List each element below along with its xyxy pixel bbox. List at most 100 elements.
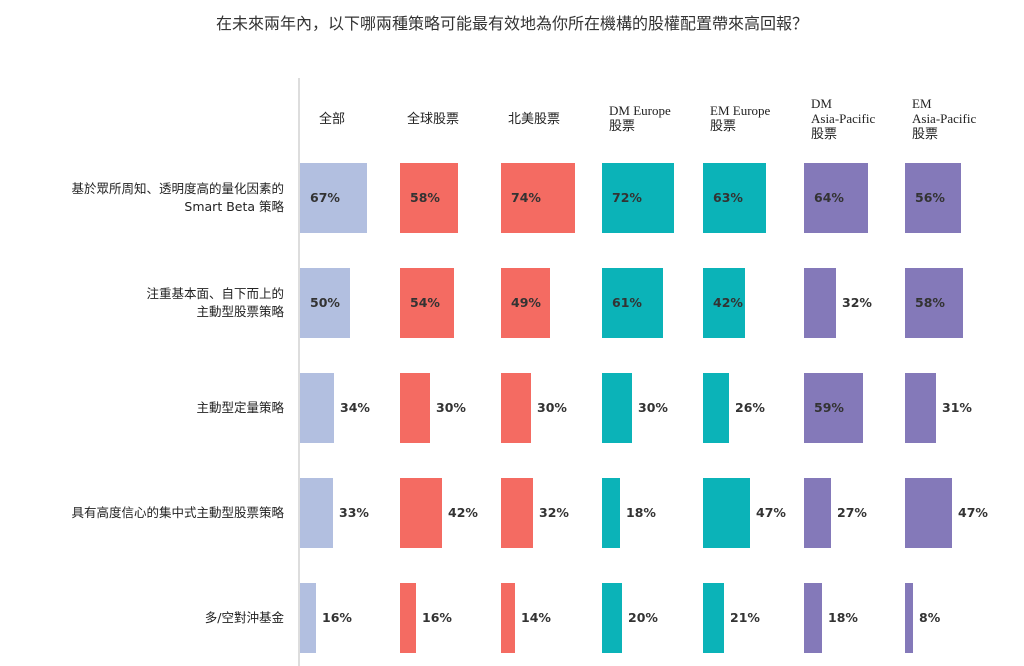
data-label: 61% (612, 295, 642, 310)
column-header-line: 北美股票 (508, 110, 561, 126)
data-label: 59% (814, 400, 844, 415)
column-header-line: 股票 (811, 125, 838, 141)
bar (602, 478, 620, 548)
data-label: 16% (422, 610, 452, 625)
bar (804, 268, 836, 338)
data-label: 47% (958, 505, 988, 520)
column-header: EM Europe 股票 (710, 88, 770, 148)
bar (602, 583, 622, 653)
data-label: 18% (626, 505, 656, 520)
bar (703, 268, 745, 338)
bar (400, 163, 458, 233)
column-header-line: EM (912, 95, 932, 111)
bar (905, 583, 913, 653)
column-header: 全部 (319, 88, 345, 148)
data-label: 14% (521, 610, 551, 625)
data-label: 32% (539, 505, 569, 520)
bar (501, 478, 533, 548)
column-header: EM Asia-Pacific 股票 (912, 88, 976, 148)
data-label: 54% (410, 295, 440, 310)
bar (703, 373, 729, 443)
data-label: 67% (310, 190, 340, 205)
data-label: 32% (842, 295, 872, 310)
column-header-line: 股票 (912, 125, 939, 141)
bar (400, 583, 416, 653)
data-label: 18% (828, 610, 858, 625)
row-label: 基於眾所周知、透明度高的量化因素的 Smart Beta 策略 (71, 180, 284, 216)
bar (501, 163, 575, 233)
column-header-line: Asia-Pacific (811, 110, 876, 126)
bar (804, 583, 822, 653)
column-header: 全球股票 (407, 88, 459, 148)
column-header-line: 股票 (710, 118, 737, 133)
bar (804, 163, 868, 233)
column-header-line: 股票 (609, 118, 636, 133)
data-label: 8% (919, 610, 941, 625)
row-label: 具有高度信心的集中式主動型股票策略 (71, 504, 284, 522)
data-label: 30% (638, 400, 668, 415)
bar (501, 583, 515, 653)
row-label: 多/空對沖基金 (205, 609, 284, 627)
bar (602, 373, 632, 443)
bar (300, 373, 334, 443)
bar (703, 583, 724, 653)
data-label: 72% (612, 190, 642, 205)
bar (300, 268, 350, 338)
row-label-line: 注重基本面、自下而上的 (146, 286, 284, 301)
data-label: 31% (942, 400, 972, 415)
bar (905, 163, 961, 233)
row-label: 注重基本面、自下而上的主動型股票策略 (146, 285, 284, 321)
axis-line (298, 78, 300, 666)
bar (300, 163, 367, 233)
bar (905, 268, 963, 338)
bar (905, 478, 952, 548)
bar (400, 478, 442, 548)
data-label: 50% (310, 295, 340, 310)
row-label-line: 基於眾所周知、透明度高的量化因素的 (71, 181, 284, 196)
data-label: 27% (837, 505, 867, 520)
data-label: 58% (915, 295, 945, 310)
row-label-line: 主動型股票策略 (196, 304, 284, 319)
column-header: DM Europe 股票 (609, 88, 671, 148)
bar (905, 373, 936, 443)
data-label: 34% (340, 400, 370, 415)
bar (703, 478, 750, 548)
data-label: 64% (814, 190, 844, 205)
data-label: 49% (511, 295, 541, 310)
column-header: DM Asia-Pacific 股票 (811, 88, 875, 148)
data-label: 74% (511, 190, 541, 205)
column-header-line: DM Europe (609, 103, 671, 118)
row-label-line: 主動型定量策略 (196, 400, 284, 415)
row-label-line: Smart Beta 策略 (184, 199, 284, 214)
data-label: 30% (436, 400, 466, 415)
bar (501, 268, 550, 338)
bar (300, 478, 333, 548)
row-label-line: 具有高度信心的集中式主動型股票策略 (71, 505, 284, 520)
data-label: 47% (756, 505, 786, 520)
data-label: 16% (322, 610, 352, 625)
bar (703, 163, 766, 233)
column-header-line: 全部 (319, 110, 346, 126)
column-header-line: DM (811, 95, 832, 111)
bar (602, 163, 674, 233)
bar (501, 373, 531, 443)
column-header: 北美股票 (508, 88, 560, 148)
row-label-line: 多/空對沖基金 (204, 610, 284, 625)
data-label: 26% (735, 400, 765, 415)
data-label: 63% (713, 190, 743, 205)
bar (300, 583, 316, 653)
data-label: 58% (410, 190, 440, 205)
column-header-line: EM Europe (710, 103, 771, 118)
data-label: 56% (915, 190, 945, 205)
bar (400, 373, 430, 443)
chart-title: 在未來兩年內，以下哪兩種策略可能最有效地為你所在機構的股權配置帶來高回報？ (215, 14, 808, 33)
bar (804, 373, 863, 443)
data-label: 20% (628, 610, 658, 625)
column-header-line: Asia-Pacific (912, 110, 977, 126)
data-label: 33% (339, 505, 369, 520)
data-label: 30% (537, 400, 567, 415)
bar (400, 268, 454, 338)
data-label: 21% (730, 610, 760, 625)
bar (602, 268, 663, 338)
row-label: 主動型定量策略 (196, 399, 284, 417)
